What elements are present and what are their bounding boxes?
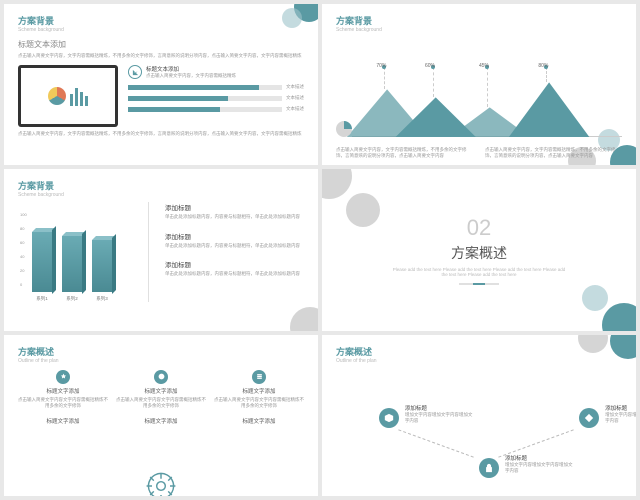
feature-icon (56, 370, 70, 384)
flow-diagram: 添加标题增加文字内容增加文字内容增加文字内容 添加标题增加文字内容增加文字内容增… (336, 378, 622, 478)
slide-1: 方案背景Scheme background 标题文本添加 点击输入简要文字内容，… (4, 4, 318, 165)
progress-row: 文本描述 (128, 105, 304, 114)
list-item: 添加标题单击此处添加标题内容，内容要与标题相符，单击此处添加标题内容 (165, 259, 304, 277)
feature-col: 标题文字添加 点击输入简要文字内容文字内容需概括精炼不用多余的文字修饰 标题文字… (116, 370, 206, 428)
section-number: 02 (467, 215, 491, 241)
slide-3: 方案背景Scheme background 100806040200 系列1系列… (4, 169, 318, 330)
bars-column: 标题文本添加 点击输入简要文字内容，文字内容需概括精炼 文本描述 文本描述 文本… (128, 65, 304, 127)
flow-node (579, 408, 599, 428)
section-desc: Please add the text here Please add the … (389, 267, 569, 277)
bar-chart-3d: 100806040200 系列1系列2系列3 (18, 202, 138, 302)
items-list: 添加标题单击此处添加标题内容，内容要与标题相符，单击此处添加标题内容添加标题单击… (148, 202, 304, 302)
laptop-image (18, 65, 118, 127)
mountain-chart: 70% 60% 45% 80% (352, 77, 622, 137)
bar-3d (62, 236, 82, 292)
slide-5: 方案概述Outline of the plan 标题文字添加 点击输入简要文字内… (4, 335, 318, 496)
flow-node (379, 408, 399, 428)
node-text: 添加标题增加文字内容增加文字内容增加文字内容 (405, 404, 475, 425)
slide-subtitle: 标题文本添加 (18, 39, 304, 50)
feature-icon (252, 370, 266, 384)
slide-desc: 点击输入简要文字内容，文字内容需概括精炼，不用多余的文字修饰，言简意赅的说明分项… (18, 53, 304, 59)
section-title: 方案概述 (451, 243, 507, 263)
underline-accent (459, 283, 499, 285)
progress-row: 文本描述 (128, 83, 304, 92)
gear-icon (143, 468, 179, 496)
bar-3d (92, 240, 112, 292)
bar-3d (32, 232, 52, 292)
feature-col: 标题文字添加 点击输入简要文字内容文字内容需概括精炼不用多余的文字修饰 标题文字… (214, 370, 304, 428)
pie-icon (48, 87, 66, 105)
slide-6: 方案概述Outline of the plan 添加标题增加文字内容增加文字内容… (322, 335, 636, 496)
content-row: 标题文本添加 点击输入简要文字内容，文字内容需概括精炼 文本描述 文本描述 文本… (18, 65, 304, 127)
feature-icon (154, 370, 168, 384)
slide-header: 方案背景Scheme background (18, 14, 304, 33)
chart-icon (132, 69, 139, 76)
list-item: 添加标题单击此处添加标题内容，内容要与标题相符，单击此处添加标题内容 (165, 202, 304, 220)
slide-2: 方案背景Scheme background 70% 60% 45% 80% 点击… (322, 4, 636, 165)
flow-node (479, 458, 499, 478)
slide-4: 02 方案概述 Please add the text here Please … (322, 169, 636, 330)
progress-row: 文本描述 (128, 94, 304, 103)
list-item: 添加标题单击此处添加标题内容，内容要与标题相符，单击此处添加标题内容 (165, 231, 304, 249)
node-text: 添加标题增加文字内容增加文字内容增加文字内容 (505, 454, 575, 475)
feature-col: 标题文字添加 点击输入简要文字内容文字内容需概括精炼不用多余的文字修饰 标题文字… (18, 370, 108, 428)
columns: 标题文字添加 点击输入简要文字内容文字内容需概括精炼不用多余的文字修饰 标题文字… (18, 370, 304, 428)
node-text: 添加标题增加文字内容增加文字内容增加文字内容 (605, 404, 636, 425)
